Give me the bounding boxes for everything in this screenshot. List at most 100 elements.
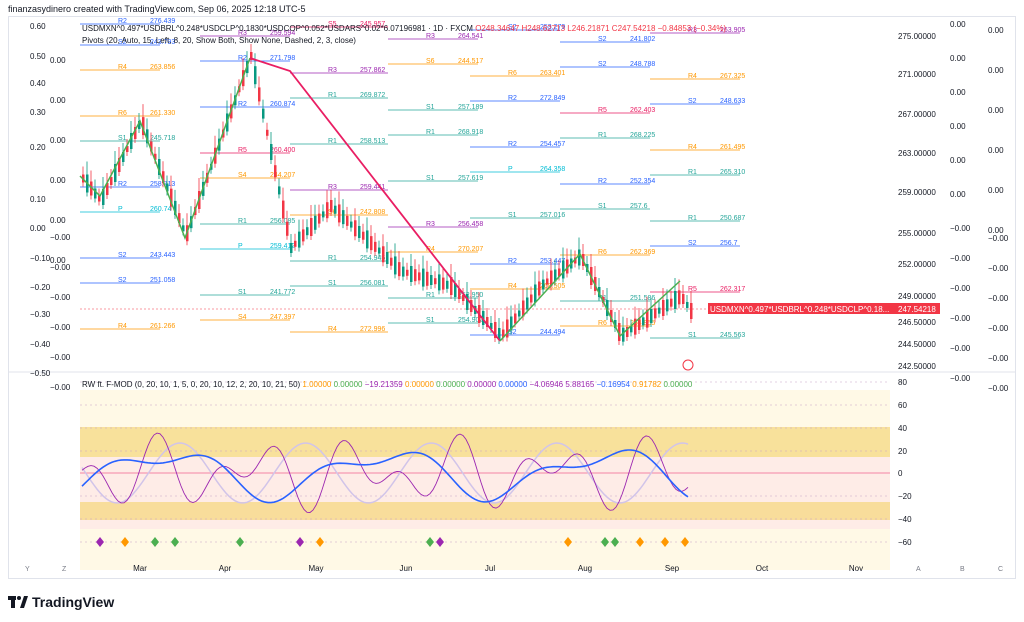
left-scale-label: −0.30 — [30, 310, 51, 319]
candle-body — [298, 231, 301, 248]
right-scale-a-label: 0.00 — [950, 54, 966, 63]
pivot-label: P — [118, 206, 123, 213]
time-axis-corner-right: B — [960, 566, 965, 573]
right-scale-a-label: −0.00 — [950, 374, 971, 383]
pivot-label: R3 — [688, 27, 697, 34]
candle-body — [634, 318, 637, 335]
pivot-value: 276.439 — [150, 18, 175, 25]
candle-body — [522, 300, 525, 317]
pivot-label: S2 — [688, 98, 697, 105]
candle-body — [458, 289, 461, 299]
time-axis-corner-right: C — [998, 566, 1003, 573]
oscillator-value: −0.16954 — [594, 380, 631, 389]
signal-diamond-icon — [316, 537, 324, 547]
candle-body — [622, 327, 625, 342]
oscillator-smooth-line — [81, 442, 689, 504]
pivot-label: S2 — [118, 39, 127, 46]
pivots-indicator-label[interactable]: Pivots (20, Auto, 15, Left, 8, 20, Show … — [82, 36, 356, 45]
pivot-value: 242.808 — [360, 209, 385, 216]
right-scale-a-label: −0.00 — [950, 344, 971, 353]
ohlc-high: H248.62713 — [521, 24, 566, 33]
pivot-label: R6 — [598, 249, 607, 256]
oscillator-fast-line — [81, 432, 689, 513]
pivot-label: P — [238, 243, 243, 250]
right-scale-b-label: 0.00 — [988, 186, 1004, 195]
chart-frame — [8, 16, 1016, 579]
candle-body — [126, 146, 129, 152]
candle-body — [350, 221, 353, 228]
pivot-label: R5 — [688, 286, 697, 293]
pivot-label: S2 — [118, 277, 127, 284]
pivot-value: 250.687 — [720, 215, 745, 222]
candle-body — [514, 313, 517, 324]
candle-body — [90, 181, 93, 196]
right-scale-a-label: 0.00 — [950, 88, 966, 97]
current-price-tag — [708, 303, 940, 314]
candle-body — [502, 329, 505, 338]
time-axis-month: Aug — [578, 564, 592, 573]
zigzag-recovery-line — [499, 252, 681, 342]
oscillator-axis-label: 20 — [898, 447, 907, 456]
pivot-value: 261.266 — [150, 323, 175, 330]
oscillator-axis-label: 60 — [898, 401, 907, 410]
candle-body — [666, 299, 669, 312]
candle-body — [662, 300, 665, 316]
signal-diamond-icon — [661, 537, 669, 547]
candle-body — [414, 269, 417, 282]
pivot-label: R4 — [688, 144, 697, 151]
candle-body — [674, 291, 677, 309]
pivot-value: 260.74 — [150, 206, 172, 213]
candle-body — [526, 297, 529, 310]
pivot-value: 254.457 — [540, 141, 565, 148]
pivot-value: 264.358 — [540, 166, 565, 173]
pivot-label: R5 — [238, 147, 247, 154]
chart-canvas[interactable]: R2 276.439 R2 271.798 R1 269.872 R1 268.918 P 264… — [0, 16, 1024, 581]
candle-body — [94, 188, 97, 199]
candle-body — [542, 279, 545, 290]
pivot-label: S1 — [688, 332, 697, 339]
footer-brand[interactable]: TradingView — [8, 594, 114, 610]
candle-body — [146, 129, 149, 144]
pivot-value: 262.317 — [720, 286, 745, 293]
oscillator-value: −19.21359 — [362, 380, 403, 389]
candle-body — [318, 213, 321, 224]
candle-body — [538, 281, 541, 296]
pivot-value: 268.505 — [540, 283, 565, 290]
candle-body — [290, 243, 293, 253]
right-scale-b-label: −0.00 — [988, 384, 1009, 393]
pivot-value: 260.874 — [270, 101, 295, 108]
candle-body — [370, 236, 373, 251]
oscillator-label[interactable]: RW ft. F-MOD (0, 20, 10, 1, 5, 0, 20, 10… — [82, 380, 692, 389]
candle-body — [102, 189, 105, 205]
candle-body — [266, 129, 269, 136]
right-scale-a-label: −0.00 — [950, 224, 971, 233]
candle-body — [650, 309, 653, 323]
pivot-label: S1 — [426, 175, 435, 182]
candle-body — [614, 320, 617, 328]
candle-body — [682, 294, 685, 304]
pivot-label: P — [508, 166, 513, 173]
pivot-label: R1 — [688, 215, 697, 222]
pivot-value: 248.633 — [720, 98, 745, 105]
candle-body — [658, 307, 661, 314]
candle-body — [346, 215, 349, 226]
signal-diamond-icon — [151, 537, 159, 547]
pivot-value: 251.586 — [630, 295, 655, 302]
candle-body — [686, 302, 689, 308]
candle-body — [134, 127, 137, 139]
candle-body — [530, 294, 533, 303]
oscillator-axis-label: 40 — [898, 424, 907, 433]
pivot-value: 272.849 — [540, 95, 565, 102]
pivot-value: 241.802 — [630, 36, 655, 43]
left-scale-label: 0.00 — [30, 224, 46, 233]
oscillator-upper-band — [80, 427, 890, 457]
candle-body — [678, 290, 681, 305]
left-inner-scale-label: −0.00 — [50, 233, 71, 242]
candle-body — [138, 121, 141, 129]
pivot-label: S1 — [426, 104, 435, 111]
price-axis-label: 244.50000 — [898, 340, 936, 349]
time-axis-month: Nov — [849, 564, 863, 573]
pivot-value: 254.945 — [360, 255, 385, 262]
pivot-value: 259.412 — [270, 243, 295, 250]
pivot-value: 263.401 — [540, 70, 565, 77]
